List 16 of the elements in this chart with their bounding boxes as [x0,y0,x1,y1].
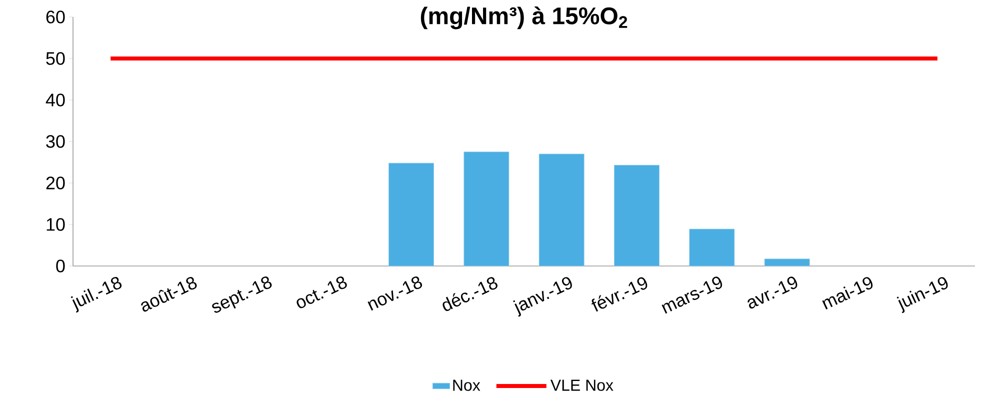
bar [614,164,660,266]
y-tick-label: 30 [46,135,65,148]
y-tick-label: 50 [46,52,65,65]
chart-title: (mg/Nm³) à 15%O$_{2}$ [420,6,628,30]
y-tick-label: 40 [46,94,65,106]
y-tick-label: 0 [56,260,65,272]
bar [388,162,434,266]
legend-label: Nox [453,380,480,391]
bar [538,154,584,266]
bar [764,258,810,266]
bar [689,228,735,266]
legend-label: VLE Nox [550,380,614,391]
y-tick-label: 10 [46,218,65,231]
y-tick-label: 20 [46,176,65,190]
bar [464,152,510,266]
y-tick-label: 60 [46,10,65,24]
